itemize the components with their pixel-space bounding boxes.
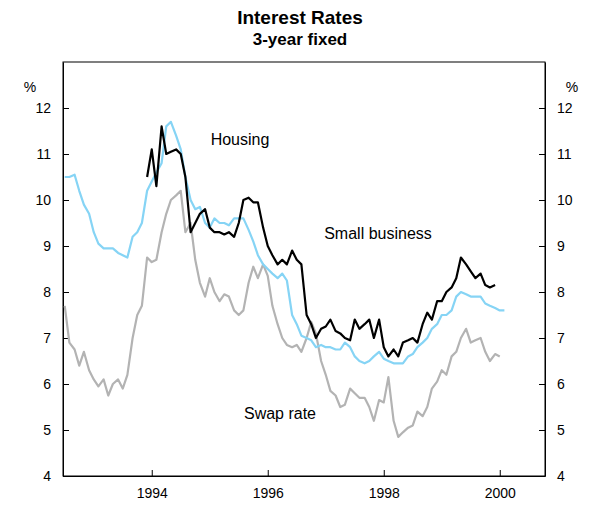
title: Interest Rates (237, 7, 363, 28)
tick: 4 (43, 468, 69, 484)
tick-label: 10 (35, 192, 51, 208)
series-label: Swap rate (244, 405, 316, 422)
tick: 11 (539, 146, 572, 162)
series-label: Small business (324, 225, 432, 242)
tick-label: 1996 (253, 485, 284, 501)
tick-mark (539, 108, 545, 109)
tick-mark (539, 200, 545, 201)
tick-label: 1998 (369, 485, 400, 501)
tick-mark (152, 470, 153, 476)
tick-label: 2000 (485, 485, 516, 501)
tick-label: 1994 (137, 485, 168, 501)
tick-mark (63, 384, 69, 385)
tick: 6 (539, 376, 565, 392)
series-label: Housing (211, 131, 270, 148)
tick-mark (268, 470, 269, 476)
tick: 11 (36, 146, 69, 162)
tick-mark (539, 292, 545, 293)
tick-mark (500, 470, 501, 476)
plot-frame (63, 62, 545, 476)
tick-mark (63, 246, 69, 247)
tick: 5 (43, 422, 69, 438)
tick-label: 4 (557, 468, 565, 484)
tick-label: 9 (557, 238, 565, 254)
tick-label: 4 (43, 468, 51, 484)
tick-mark (63, 108, 69, 109)
tick-label: 7 (557, 330, 565, 346)
tick: 6 (43, 376, 69, 392)
subtitle: 3-year fixed (253, 30, 348, 49)
tick: 7 (43, 330, 69, 346)
tick-label: 5 (43, 422, 51, 438)
tick-mark (539, 430, 545, 431)
tick: 8 (43, 284, 69, 300)
tick-mark (63, 430, 69, 431)
series-line (65, 122, 505, 363)
tick-label: 11 (557, 146, 572, 162)
tick: 12 (35, 100, 69, 116)
tick-label: 8 (557, 284, 565, 300)
tick-label: 10 (557, 192, 573, 208)
tick-label: 6 (43, 376, 51, 392)
tick-label: 12 (557, 100, 573, 116)
tick-mark (63, 200, 69, 201)
y-unit-right: % (566, 79, 578, 95)
tick: 1998 (369, 470, 400, 501)
plot-area (65, 122, 505, 437)
tick: 9 (539, 238, 565, 254)
tick: 1994 (137, 470, 168, 501)
tick-mark (539, 246, 545, 247)
y-axis-right: 4 5 6 7 8 9 10 11 12 (539, 63, 573, 484)
tick-label: 7 (43, 330, 51, 346)
tick: 9 (43, 238, 69, 254)
tick-mark (384, 470, 385, 476)
tick-label: 9 (43, 238, 51, 254)
tick: 5 (539, 422, 565, 438)
tick: 2000 (485, 470, 516, 501)
axis-line (64, 476, 546, 477)
tick: 10 (35, 192, 69, 208)
tick: 10 (539, 192, 573, 208)
tick-mark (539, 338, 545, 339)
tick-label: 8 (43, 284, 51, 300)
tick-label: 5 (557, 422, 565, 438)
tick-label: 11 (36, 146, 51, 162)
tick: 8 (539, 284, 565, 300)
tick-mark (539, 384, 545, 385)
tick-label: 12 (35, 100, 51, 116)
y-unit-left: % (24, 79, 36, 95)
axis-line (545, 63, 546, 477)
series-line (147, 126, 495, 356)
tick: 4 (539, 468, 565, 484)
axis-line (63, 63, 64, 477)
tick: 12 (539, 100, 573, 116)
tick-mark (63, 154, 69, 155)
tick-mark (63, 292, 69, 293)
tick-mark (539, 154, 545, 155)
tick: 1996 (253, 470, 284, 501)
tick-label: 6 (557, 376, 565, 392)
x-axis: 1994 1996 1998 2000 (64, 470, 546, 501)
y-axis-left: 4 5 6 7 8 9 10 11 12 (35, 63, 69, 484)
chart: Interest Rates 3-year fixed%% 4 5 6 7 8 9 10 11 12… (0, 0, 600, 522)
tick: 7 (539, 330, 565, 346)
